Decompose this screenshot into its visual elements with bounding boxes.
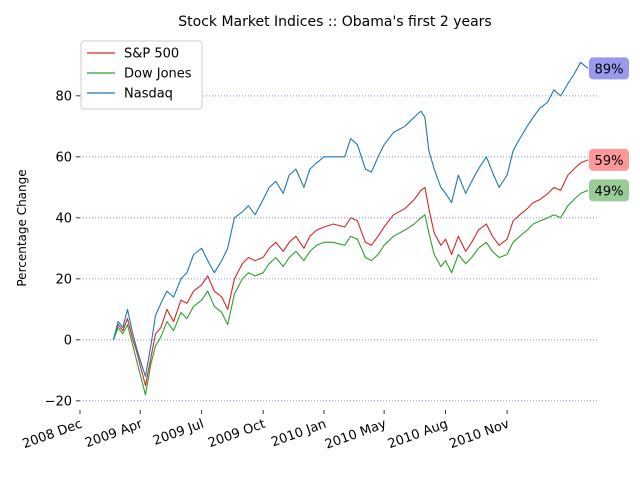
series-lines — [112, 61, 589, 396]
series-line-1 — [112, 189, 589, 396]
legend-label-0: S&P 500 — [124, 47, 179, 62]
end-label-1: 49% — [589, 179, 629, 202]
y-tick-label-4: 60 — [55, 150, 72, 165]
y-tick-label-3: 40 — [55, 211, 72, 226]
end-value-labels: 59% 49% 89% — [589, 57, 629, 202]
y-axis-ticks: −20 0 20 40 60 80 — [45, 89, 80, 409]
end-label-box-1 — [589, 179, 629, 202]
legend-label-2: Nasdaq — [124, 87, 173, 102]
legend-box — [80, 40, 203, 110]
end-label-text-2: 89% — [595, 62, 624, 77]
legend: S&P 500 Dow Jones Nasdaq — [80, 40, 203, 110]
series-line-0 — [112, 159, 589, 387]
y-axis-label: Percentage Change — [15, 169, 29, 286]
end-label-text-0: 59% — [595, 154, 624, 169]
y-tick-label-5: 80 — [55, 89, 72, 104]
series-line-2 — [112, 61, 589, 377]
y-tick-label-2: 20 — [55, 272, 72, 287]
legend-label-1: Dow Jones — [124, 67, 192, 82]
end-label-text-1: 49% — [595, 184, 624, 199]
y-tick-label-0: −20 — [45, 394, 72, 409]
end-label-0: 59% — [589, 148, 629, 171]
end-label-box-0 — [589, 148, 629, 171]
end-label-box-2 — [589, 57, 629, 80]
y-tick-label-1: 0 — [64, 333, 72, 348]
chart-title: Stock Market Indices :: Obama's first 2 … — [178, 14, 491, 30]
end-label-2: 89% — [589, 57, 629, 80]
